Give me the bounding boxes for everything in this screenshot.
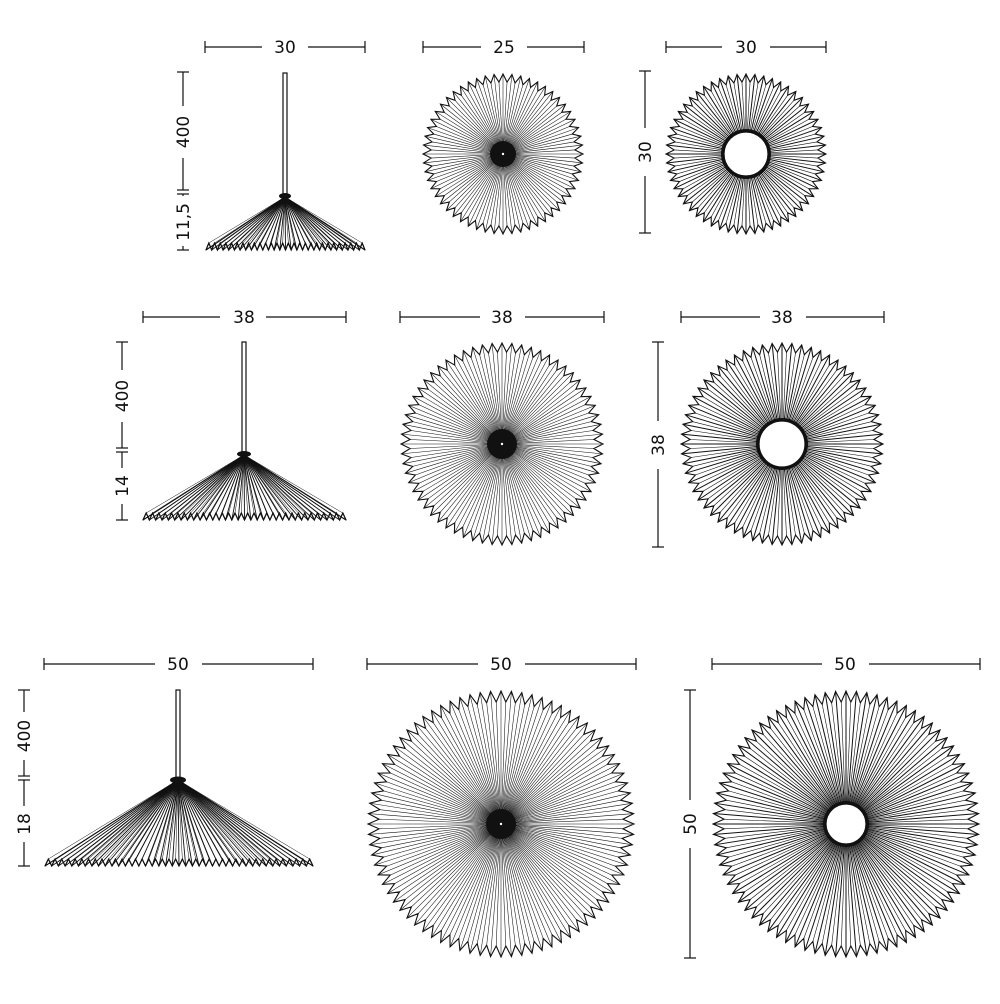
- pleated-shade-bottom: [679, 341, 885, 547]
- side-view-small: 30 400 11,5: [174, 38, 366, 252]
- top-width-label: 50: [490, 655, 512, 675]
- shade-height-label: 14: [113, 475, 133, 497]
- cord-length-dimension: 400: [113, 341, 133, 449]
- top-view-small: 25: [421, 38, 585, 236]
- shade-height-dimension: 18: [15, 779, 35, 867]
- shade-height-label: 11,5: [174, 203, 194, 241]
- pendant-cord: [282, 72, 288, 196]
- bottom-height-dimension: 30: [636, 70, 656, 234]
- bottom-width-dimension: 50: [711, 655, 981, 675]
- bottom-width-label: 38: [771, 308, 793, 328]
- pleated-shade-bottom: [711, 689, 981, 959]
- row-3: 50 400 18: [15, 655, 981, 959]
- shade-top-cap: [170, 776, 186, 784]
- cord-length-label: 400: [15, 720, 35, 752]
- side-view-medium: 38 400 14: [113, 308, 347, 522]
- bottom-view-medium: 38 38: [649, 308, 885, 548]
- bottom-width-dimension: 38: [680, 308, 885, 328]
- cord-length-dimension: 400: [15, 689, 35, 777]
- pendant-side-shape: [142, 341, 347, 522]
- shade-top-cap: [237, 451, 251, 457]
- pendant-cord: [241, 341, 247, 455]
- pleated-shade-side: [44, 779, 314, 868]
- bottom-height-label: 50: [681, 813, 701, 835]
- top-width-dimension: 50: [366, 655, 637, 675]
- top-width-label: 38: [491, 308, 513, 328]
- pleated-shade-top: [399, 341, 605, 547]
- side-width-dimension: 30: [204, 38, 366, 58]
- bottom-view-large: 50 50: [681, 655, 981, 959]
- shade-height-dimension: 11,5: [174, 193, 194, 251]
- bottom-height-dimension: 50: [681, 689, 701, 959]
- side-width-label: 30: [274, 38, 296, 58]
- pendant-side-shape: [205, 72, 366, 252]
- side-width-label: 50: [167, 655, 189, 675]
- side-width-dimension: 38: [142, 308, 347, 328]
- cord-length-label: 400: [113, 380, 133, 412]
- pleated-shade-side: [142, 454, 347, 522]
- shade-top-cap: [279, 193, 291, 199]
- bottom-height-dimension: 38: [649, 341, 669, 548]
- row-2: 38 400 14: [113, 308, 885, 548]
- side-width-dimension: 50: [43, 655, 314, 675]
- bottom-height-label: 38: [649, 434, 669, 456]
- pleated-shade-top: [421, 72, 585, 236]
- pendant-side-shape: [44, 689, 314, 868]
- pleated-shade-bottom: [664, 72, 828, 236]
- bottom-width-label: 50: [834, 655, 856, 675]
- cord-length-label: 400: [174, 116, 194, 148]
- cord-length-dimension: 400: [174, 71, 194, 191]
- bottom-view-small: 30 30: [636, 38, 828, 236]
- shade-height-dimension: 14: [113, 451, 133, 521]
- bottom-width-dimension: 30: [665, 38, 827, 58]
- top-width-label: 25: [493, 38, 515, 58]
- bottom-width-label: 30: [735, 38, 757, 58]
- top-view-large: 50: [366, 655, 637, 959]
- row-1: 30 400 11,5: [174, 38, 828, 252]
- top-view-medium: 38: [399, 308, 605, 547]
- bottom-height-label: 30: [636, 141, 656, 163]
- side-view-large: 50 400 18: [15, 655, 314, 868]
- pleated-shade-side: [205, 196, 366, 252]
- side-width-label: 38: [233, 308, 255, 328]
- pleated-shade-top: [366, 689, 636, 959]
- top-width-dimension: 25: [422, 38, 585, 58]
- pendant-cord: [175, 689, 181, 779]
- shade-height-label: 18: [15, 813, 35, 835]
- top-width-dimension: 38: [399, 308, 605, 328]
